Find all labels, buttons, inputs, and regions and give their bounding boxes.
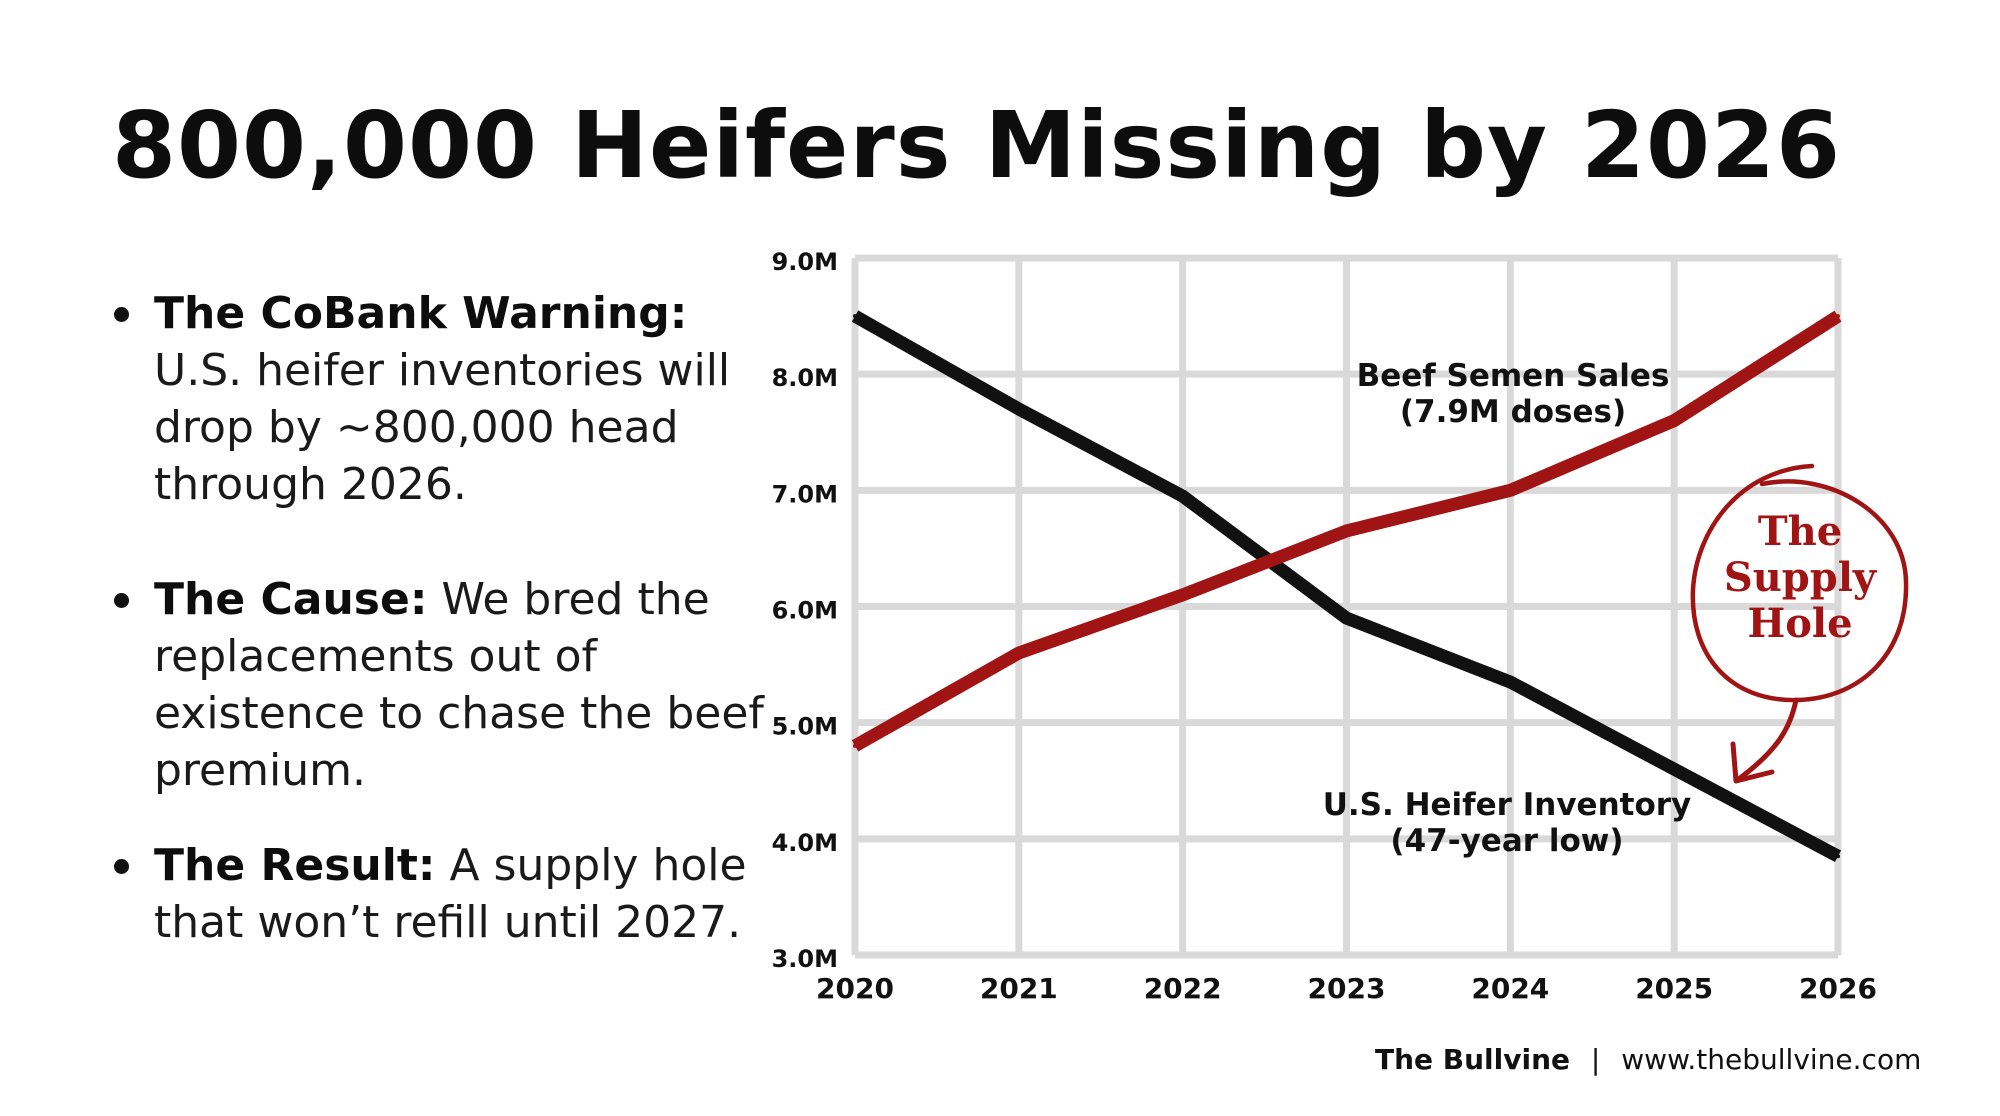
x-tick-label: 2024 <box>1471 972 1549 1005</box>
x-tick-label: 2021 <box>980 972 1058 1005</box>
bullet-heading: The CoBank Warning: <box>154 288 688 339</box>
y-tick-label: 4.0M <box>772 829 838 857</box>
y-tick-label: 3.0M <box>772 945 838 973</box>
data-point <box>1508 680 1513 685</box>
x-tick-label: 2023 <box>1308 972 1386 1005</box>
data-point <box>1180 592 1185 597</box>
annotation-text: Supply <box>1724 554 1878 601</box>
footer-separator: | <box>1590 1043 1601 1076</box>
data-point <box>1344 528 1349 533</box>
x-tick-label: 2025 <box>1635 972 1713 1005</box>
x-tick-label: 2020 <box>816 972 894 1005</box>
y-tick-label: 6.0M <box>772 597 838 625</box>
bullet-cobank-warning: The CoBank Warning: U.S. heifer inventor… <box>110 285 770 513</box>
x-tick-label: 2022 <box>1144 972 1222 1005</box>
data-point <box>1508 488 1513 493</box>
data-point <box>1016 407 1021 412</box>
bullet-heading: The Result: <box>154 840 436 891</box>
data-point <box>853 314 857 319</box>
bullet-cause: The Cause: We bred the replacements out … <box>110 571 770 799</box>
y-tick-label: 5.0M <box>772 713 838 741</box>
annotation-arrow-shaft <box>1737 697 1799 781</box>
annotation-arrowhead-icon <box>1730 741 1775 784</box>
data-point <box>1016 650 1021 655</box>
bullet-dot-icon <box>114 859 129 874</box>
annotation-text: The <box>1758 508 1842 555</box>
series-label: (47-year low) <box>1390 823 1623 859</box>
bullet-heading: The Cause: <box>154 574 428 625</box>
y-tick-label: 8.0M <box>772 364 838 392</box>
data-point <box>1344 616 1349 621</box>
bullet-text: A supply hole that won’t refill until 20… <box>154 840 747 948</box>
series-label: U.S. Heifer Inventory <box>1323 787 1692 823</box>
bullet-result: The Result: A supply hole that won’t ref… <box>110 837 770 951</box>
footer-credit: The Bullvine | www.thebullvine.com <box>1375 1043 1921 1076</box>
footer-url: www.thebullvine.com <box>1621 1043 1922 1076</box>
y-tick-label: 7.0M <box>772 480 838 508</box>
bullet-dot-icon <box>114 307 129 322</box>
data-point <box>1836 314 1840 319</box>
page-title: 800,000 Heifers Missing by 2026 <box>112 92 1842 199</box>
annotation-text: Hole <box>1747 600 1852 647</box>
bullet-text: U.S. heifer inventories will drop by ~80… <box>154 345 731 510</box>
data-point <box>1672 418 1677 423</box>
bullet-text: We bred the replacements out of existenc… <box>154 574 764 796</box>
bullet-list: The CoBank Warning: U.S. heifer inventor… <box>110 285 770 951</box>
footer-brand: The Bullvine <box>1375 1043 1571 1076</box>
x-tick-label: 2026 <box>1799 972 1877 1005</box>
bullet-dot-icon <box>114 593 129 608</box>
series-label: Beef Semen Sales <box>1357 358 1670 394</box>
series-label: (7.9M doses) <box>1400 394 1626 430</box>
data-point <box>1672 767 1677 772</box>
data-point <box>1836 854 1840 859</box>
data-point <box>853 743 857 748</box>
y-tick-label: 9.0M <box>772 248 838 276</box>
data-point <box>1180 494 1185 499</box>
